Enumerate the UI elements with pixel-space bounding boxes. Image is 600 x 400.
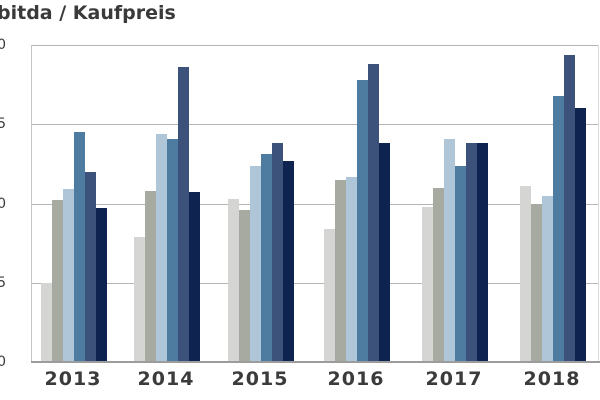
bar-group-2017: [422, 45, 488, 362]
x-tick-label-2016: 2016: [327, 368, 385, 390]
bar-2016-gray: [335, 179, 346, 362]
bar-2016-light-gray: [324, 228, 335, 362]
bar-2016-steel-blue: [357, 79, 368, 362]
y-tick-label-0: 0: [0, 354, 6, 370]
gridline-y20: [32, 45, 598, 46]
bar-group-2014: [134, 45, 200, 362]
bar-2017-gray: [433, 187, 444, 362]
bar-2013-dark-navy: [96, 208, 107, 362]
bar-2017-light-gray: [422, 206, 433, 362]
bar-2015-light-blue: [250, 165, 261, 362]
x-tick-label-2018: 2018: [523, 368, 581, 390]
bar-2017-dark-navy: [477, 143, 488, 362]
plot-area: [31, 45, 600, 363]
x-tick-label-2014: 2014: [137, 368, 195, 390]
y-tick-label-20: 20: [0, 37, 6, 53]
x-tick-label-2015: 2015: [231, 368, 289, 390]
bar-group-2018: [520, 45, 586, 362]
bar-2016-light-blue: [346, 176, 357, 362]
bar-2016-dark-navy: [379, 143, 390, 362]
bar-2018-light-blue: [542, 195, 553, 362]
bar-2018-light-gray: [520, 186, 531, 362]
bar-2013-light-blue: [63, 189, 74, 362]
bar-2015-dark-navy: [283, 160, 294, 362]
y-tick-label-5: 5: [0, 274, 6, 291]
gridline-y10: [32, 203, 598, 205]
bar-2016-slate-blue: [368, 64, 379, 362]
bar-2014-steel-blue: [167, 138, 178, 362]
gridline-y5: [32, 282, 598, 284]
bar-2015-steel-blue: [261, 154, 272, 362]
bar-2013-gray: [52, 200, 63, 362]
bar-2014-gray: [145, 190, 156, 362]
bar-2014-slate-blue: [178, 67, 189, 362]
bar-group-2016: [324, 45, 390, 362]
x-tick-label-2017: 2017: [425, 368, 483, 390]
bar-group-2013: [41, 45, 107, 362]
bar-2015-gray: [239, 209, 250, 362]
bar-2013-steel-blue: [74, 132, 85, 362]
bar-2017-slate-blue: [466, 143, 477, 362]
bar-2014-light-gray: [134, 236, 145, 362]
bar-group-2015: [228, 45, 294, 362]
bar-2018-steel-blue: [553, 95, 564, 362]
x-axis-baseline: [31, 361, 600, 363]
x-tick-label-2013: 2013: [44, 368, 102, 390]
y-tick-label-15: 15: [0, 116, 6, 133]
bar-2013-slate-blue: [85, 171, 96, 362]
bar-2018-slate-blue: [564, 54, 575, 362]
bar-2018-gray: [531, 203, 542, 362]
bar-2017-light-blue: [444, 138, 455, 362]
bar-2017-steel-blue: [455, 165, 466, 362]
gridline-y15: [32, 124, 598, 126]
y-tick-label-10: 10: [0, 195, 6, 212]
bar-2014-dark-navy: [189, 192, 200, 362]
bar-2018-dark-navy: [575, 108, 586, 362]
bar-2015-light-gray: [228, 198, 239, 362]
bar-2014-light-blue: [156, 133, 167, 362]
chart-title: bitda / Kaufpreis: [0, 2, 176, 24]
bar-2013-light-gray: [41, 282, 52, 362]
bar-2015-slate-blue: [272, 143, 283, 362]
